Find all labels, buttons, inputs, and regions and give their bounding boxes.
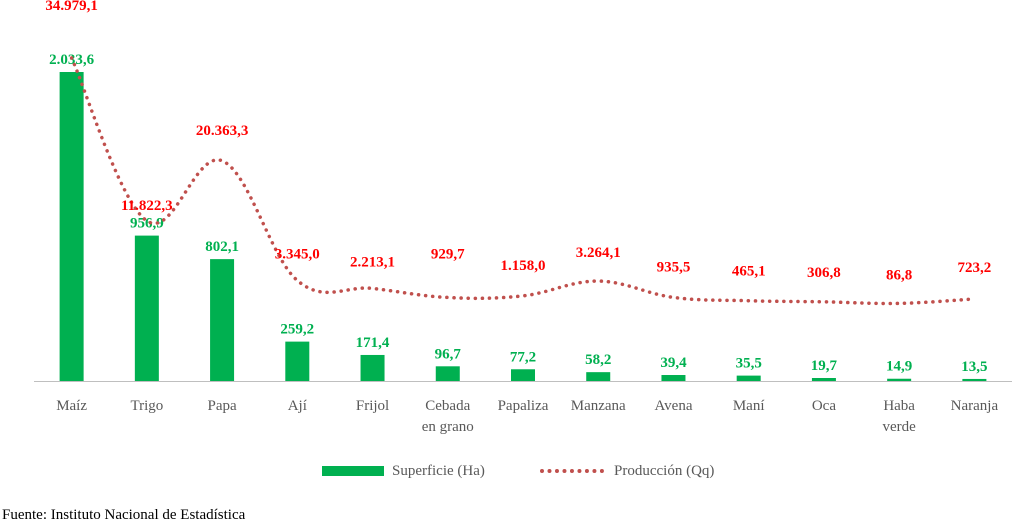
bar-6 bbox=[511, 369, 535, 381]
bar-label-3: 259,2 bbox=[280, 322, 314, 338]
legend-item-superficie: Superficie (Ha) bbox=[322, 461, 485, 481]
chart: 2.033,6 Maíz 956,9 Trigo 802,1 Papa 259,2 Ají 17… bbox=[34, 0, 1012, 435]
bar-12 bbox=[962, 378, 987, 381]
line-label-10: 306,8 bbox=[807, 265, 841, 281]
line-label-5: 929,7 bbox=[431, 246, 465, 262]
line-label-6: 1.158,0 bbox=[501, 258, 546, 274]
category-label-3: Ají bbox=[288, 398, 307, 414]
category-label-8: Avena bbox=[654, 398, 692, 414]
bar-2 bbox=[210, 259, 235, 381]
bar-0 bbox=[59, 72, 84, 381]
bar-label-2: 802,1 bbox=[205, 239, 239, 255]
source-note: Fuente: Instituto Nacional de Estadístic… bbox=[2, 507, 246, 523]
bar-3 bbox=[285, 341, 310, 381]
bar-5 bbox=[435, 366, 460, 381]
bar-4 bbox=[360, 354, 385, 381]
category-label-11-0: Haba bbox=[883, 398, 915, 414]
bar-label-5: 96,7 bbox=[435, 346, 462, 362]
bar-7 bbox=[586, 372, 611, 381]
category-label-11-1: verde bbox=[882, 419, 916, 435]
bar-label-11: 14,9 bbox=[886, 359, 912, 375]
bar-1 bbox=[134, 235, 159, 381]
category-label-1: Trigo bbox=[130, 398, 163, 414]
bar-label-1: 956,9 bbox=[130, 216, 164, 232]
legend-swatch-line bbox=[540, 469, 604, 473]
category-label-9: Maní bbox=[733, 398, 765, 414]
category-label-6: Papaliza bbox=[498, 398, 549, 414]
category-label-5-0: Cebada bbox=[425, 398, 470, 414]
line-label-4: 2.213,1 bbox=[350, 254, 395, 270]
bar-label-10: 19,7 bbox=[811, 358, 838, 374]
series-line-produccion bbox=[69, 56, 977, 306]
line-label-12: 723,2 bbox=[958, 260, 992, 276]
category-label-5-1: en grano bbox=[422, 419, 474, 435]
bar-label-9: 35,5 bbox=[736, 356, 762, 372]
line-label-3: 3.345,0 bbox=[275, 246, 320, 262]
category-label-0: Maíz bbox=[56, 398, 87, 414]
bar-8 bbox=[661, 375, 686, 381]
line-label-2: 20.363,3 bbox=[196, 123, 249, 139]
line-label-8: 935,5 bbox=[657, 259, 691, 275]
bar-label-6: 77,2 bbox=[510, 349, 536, 365]
bar-label-8: 39,4 bbox=[660, 355, 687, 371]
line-label-7: 3.264,1 bbox=[576, 245, 621, 261]
bar-10 bbox=[811, 378, 836, 381]
legend-swatch-bar bbox=[322, 466, 384, 476]
bar-label-0: 2.033,6 bbox=[49, 52, 95, 68]
legend-item-produccion: Producción (Qq) bbox=[540, 461, 714, 481]
line-label-9: 465,1 bbox=[732, 264, 766, 280]
category-label-10: Oca bbox=[812, 398, 836, 414]
bar-label-12: 13,5 bbox=[961, 359, 987, 375]
category-label-7: Manzana bbox=[571, 398, 626, 414]
legend-label-superficie: Superficie (Ha) bbox=[392, 462, 485, 479]
category-label-4: Frijol bbox=[356, 398, 389, 414]
line-label-11: 86,8 bbox=[886, 267, 912, 283]
bar-label-7: 58,2 bbox=[585, 352, 611, 368]
category-label-2: Papa bbox=[207, 398, 237, 414]
bar-9 bbox=[736, 375, 761, 381]
line-label-0: 34.979,1 bbox=[45, 0, 98, 14]
bar-label-4: 171,4 bbox=[356, 335, 390, 351]
category-label-12: Naranja bbox=[951, 398, 999, 414]
bar-11 bbox=[887, 378, 912, 381]
legend-label-produccion: Producción (Qq) bbox=[614, 462, 715, 479]
line-label-1: 11.822,3 bbox=[121, 198, 173, 214]
legend: Superficie (Ha) Producción (Qq) bbox=[0, 461, 1024, 481]
